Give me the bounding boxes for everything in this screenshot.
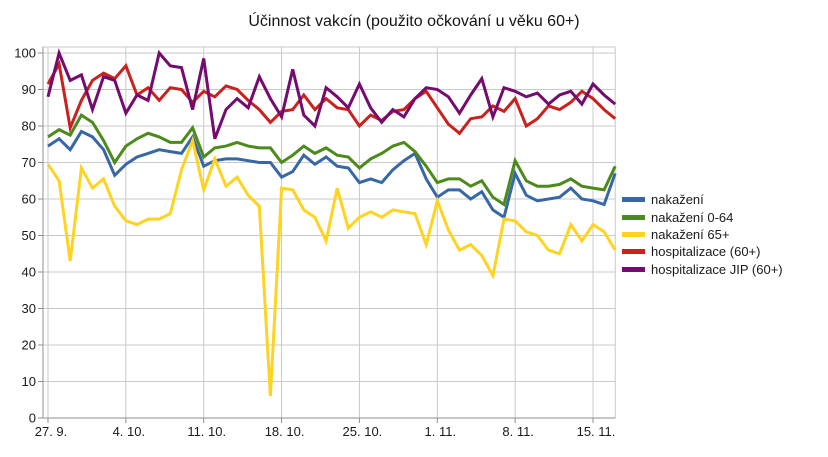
y-tick-label: 20	[22, 338, 36, 353]
legend-item: hospitalizace (60+)	[622, 243, 783, 260]
legend-swatch	[622, 197, 645, 203]
legend-item: nakažení 0-64	[622, 208, 783, 225]
legend-item: nakažení 65+	[622, 226, 783, 243]
chart-title: Účinnost vakcín (použito očkování u věku…	[248, 13, 580, 30]
y-tick-label: 60	[22, 192, 36, 207]
legend-label: nakažení	[651, 192, 704, 208]
x-tick-label: 27. 9.	[35, 424, 68, 439]
legend-swatch	[622, 231, 645, 237]
y-tick-label: 50	[22, 228, 36, 243]
x-tick-label: 1. 11.	[425, 424, 457, 439]
y-tick-label: 70	[22, 155, 36, 170]
series-line-hospitalizace-JIP-(60+)	[46, 48, 617, 140]
y-tick-label: 90	[22, 82, 36, 97]
series-line-nakažení	[47, 129, 617, 220]
x-tick-label: 8. 11.	[502, 424, 534, 439]
series-line-nakažení-0-64	[47, 112, 617, 207]
legend-swatch	[622, 214, 645, 220]
y-tick-label: 0	[29, 411, 36, 426]
y-tick-label: 40	[22, 265, 36, 280]
x-tick-label: 25. 10.	[343, 424, 383, 439]
x-tick-label: 4. 10.	[113, 424, 146, 439]
legend-item: hospitalizace JIP (60+)	[622, 261, 783, 278]
series-line-nakažení-65+	[46, 135, 617, 397]
legend: nakažení nakažení 0-64 nakažení 65+ hospita…	[622, 191, 783, 278]
x-tick-label: 18. 10.	[265, 424, 305, 439]
y-tick-label: 30	[22, 301, 36, 316]
legend-label: nakažení 65+	[651, 226, 730, 242]
x-tick-label: 15. 11.	[577, 424, 616, 439]
legend-swatch	[622, 266, 645, 272]
x-tick-label: 11. 10.	[187, 424, 226, 439]
legend-label: hospitalizace JIP (60+)	[651, 261, 783, 277]
series-line-hospitalizace-(60+)	[46, 59, 617, 136]
y-tick-label: 80	[22, 119, 36, 134]
y-tick-label: 10	[22, 374, 36, 389]
legend-label: nakažení 0-64	[651, 209, 734, 225]
legend-swatch	[622, 249, 645, 255]
legend-label: hospitalizace (60+)	[651, 244, 761, 260]
legend-item: nakažení	[622, 191, 783, 208]
y-tick-label: 100	[14, 46, 36, 61]
